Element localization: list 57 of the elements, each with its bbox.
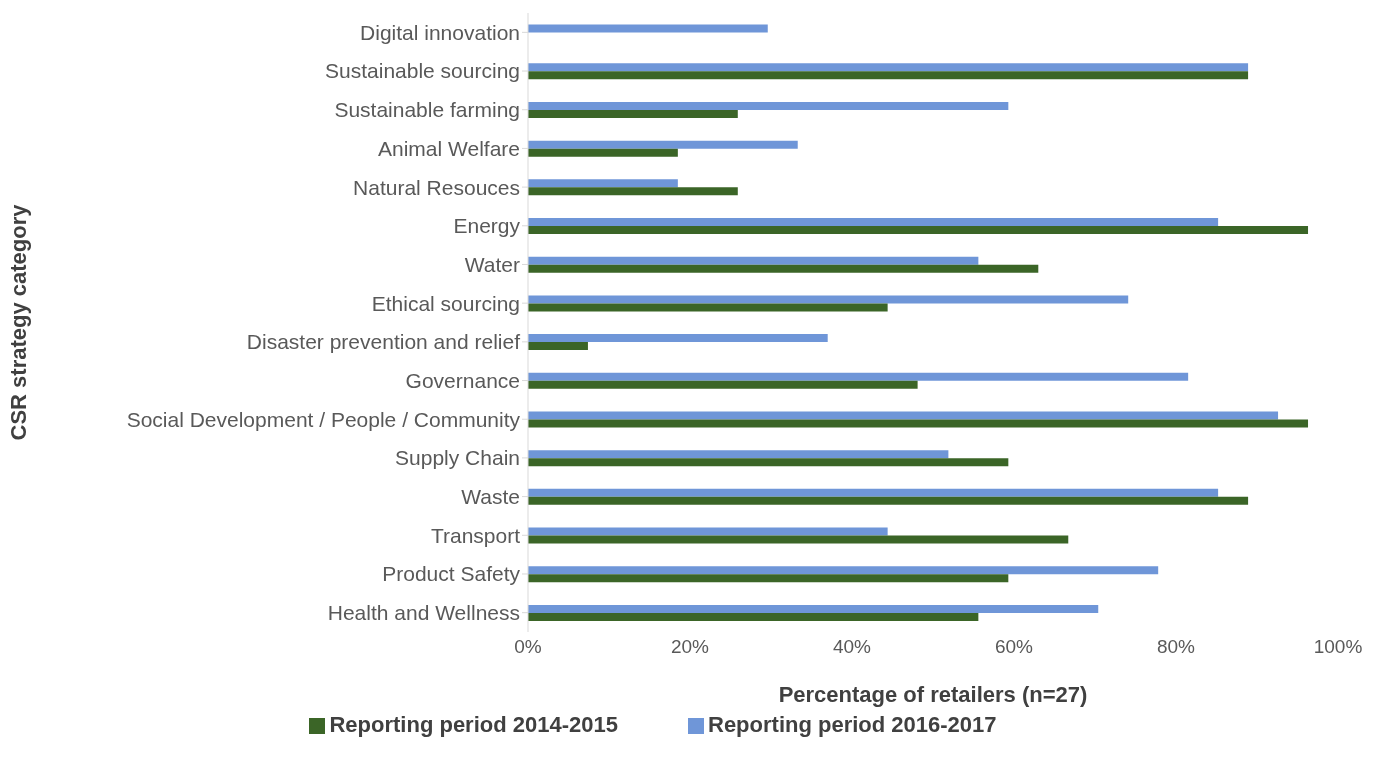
y-tick-label: Health and Wellness	[327, 601, 520, 625]
bar	[528, 218, 1219, 227]
bar	[528, 109, 738, 118]
y-tick-label: Social Development / People / Community	[126, 407, 521, 431]
x-tick-label: 40%	[832, 636, 872, 658]
legend-label: Reporting period 2016-2017	[708, 712, 997, 737]
bar	[528, 303, 888, 312]
legend-label: Reporting period 2014-2015	[329, 712, 618, 737]
bar	[528, 187, 738, 196]
bar	[528, 419, 1309, 428]
bar	[528, 380, 918, 389]
bar	[528, 334, 828, 343]
y-axis-title: CSR strategy category	[5, 203, 31, 441]
bar	[528, 604, 1099, 613]
bar	[528, 488, 1219, 497]
bar	[528, 411, 1279, 420]
bar	[528, 226, 1309, 235]
bar	[528, 342, 588, 351]
y-tick-label: Sustainable sourcing	[325, 59, 520, 83]
bar	[528, 496, 1249, 505]
y-tick-label: Energy	[453, 214, 521, 238]
bar	[528, 24, 768, 33]
bar	[528, 101, 1009, 110]
bar	[528, 566, 1159, 575]
x-axis-title: Percentage of retailers (n=27)	[778, 682, 1088, 707]
y-tick-label: Transport	[430, 523, 521, 547]
y-tick-label: Governance	[405, 368, 520, 392]
bar	[528, 264, 1039, 273]
y-tick-label: Disaster prevention and relief	[246, 330, 521, 354]
bar	[528, 148, 678, 157]
x-tick-label: 60%	[994, 636, 1034, 658]
bar	[528, 574, 1009, 583]
bar	[528, 140, 798, 149]
bar	[528, 256, 979, 265]
y-tick-label: Waste	[461, 485, 520, 509]
bar	[528, 458, 1009, 467]
y-tick-label: Supply Chain	[395, 446, 520, 470]
y-tick-label: Ethical sourcing	[371, 291, 520, 315]
bar	[528, 71, 1249, 80]
bar	[528, 535, 1069, 544]
y-tick-label: Water	[464, 252, 520, 276]
bar	[528, 612, 979, 621]
x-tick-label: 0%	[514, 636, 542, 658]
bar	[528, 295, 1129, 304]
y-tick-label: Digital innovation	[360, 20, 520, 44]
bar	[528, 527, 888, 536]
bar	[528, 63, 1249, 72]
y-tick-label: Natural Resouces	[353, 175, 520, 199]
bar	[528, 372, 1189, 381]
bar	[528, 179, 678, 188]
x-tick-label: 100%	[1313, 636, 1363, 658]
y-tick-label: Product Safety	[382, 562, 521, 586]
y-tick-label: Animal Welfare	[378, 136, 520, 160]
x-tick-label: 20%	[670, 636, 710, 658]
y-tick-label: Sustainable farming	[334, 98, 520, 122]
x-tick-label: 80%	[1156, 636, 1196, 658]
bar	[528, 450, 949, 459]
